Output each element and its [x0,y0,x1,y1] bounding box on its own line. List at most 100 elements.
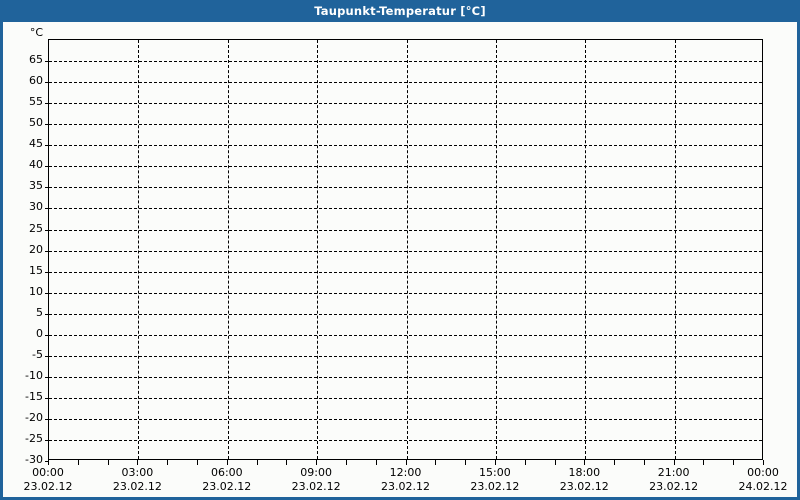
x-axis-tick-time: 18:00 [568,466,601,479]
plot-surface: °C 65 60 55 50 45 40 35 30 25 20 15 10 5 0 -5 -10 -15 -20… [3,22,797,497]
grid-line-horizontal [49,166,762,168]
y-axis-tick-label: 45 [29,137,43,151]
x-axis-tick-mark [584,460,586,465]
x-axis-tick-time: 09:00 [300,466,332,479]
x-axis-tick-mark [465,460,467,465]
y-axis-tick-label: 65 [29,53,43,67]
x-axis-tick-label: 00:00 23.02.12 [24,466,73,494]
y-axis-tick-label: 30 [29,200,43,214]
x-axis-tick-label: 00:00 24.02.12 [739,466,788,494]
y-axis-tick-mark [45,418,49,420]
y-axis-tick-label: 40 [29,158,43,172]
y-axis-tick-label: 15 [29,263,43,277]
grid-line-horizontal [49,229,762,231]
x-axis-tick-mark [77,460,79,465]
y-axis-tick-label: 5 [36,305,43,319]
y-axis-tick-mark [45,124,49,126]
x-axis-tick-mark [643,460,645,465]
grid-line-vertical [585,40,587,459]
x-axis-tick-date: 23.02.12 [23,480,73,493]
x-axis-tick-mark [554,460,556,465]
y-axis-tick-mark [45,82,49,84]
x-axis-tick-label: 06:00 23.02.12 [202,466,251,494]
window-title-bar: Taupunkt-Temperatur [°C] [3,0,797,22]
x-axis-tick-mark [703,460,705,465]
x-axis-tick-label: 03:00 23.02.12 [113,466,162,494]
x-axis-tick-mark [226,460,228,465]
grid-line-horizontal [49,208,762,210]
x-axis-tick-mark [763,460,764,465]
plot-area [45,39,763,462]
y-axis-tick-mark [45,292,49,294]
x-axis-tick-label: 12:00 23.02.12 [381,466,430,494]
x-axis-tick-time: 12:00 [389,466,422,479]
grid-line-horizontal [49,145,762,147]
y-axis-tick-label: -5 [32,347,43,361]
grid-line-horizontal [49,124,762,126]
grid-line-horizontal [49,292,762,294]
x-axis-tick-date: 23.02.12 [470,480,520,493]
x-axis-tick-time: 06:00 [210,466,243,479]
y-axis: °C 65 60 55 50 45 40 35 30 25 20 15 10 5 0 -5 -10 -15 -20… [3,27,43,465]
y-axis-tick-mark [45,376,49,378]
x-axis-tick-mark [167,460,169,465]
page-title: Taupunkt-Temperatur [°C] [314,4,486,18]
x-axis-tick-mark [733,460,735,465]
y-axis-tick-label: -15 [25,389,43,403]
x-axis-tick-mark [137,460,139,465]
y-axis-tick-label: -10 [25,368,43,382]
x-axis-tick-date: 23.02.12 [559,480,609,493]
x-axis-tick-mark [286,460,288,465]
x-axis-tick-date: 23.02.12 [381,480,430,493]
y-axis-tick-mark [45,61,49,63]
grid-line-vertical [674,40,676,459]
x-axis-tick-mark [316,460,318,465]
x-axis-tick-time: 15:00 [479,466,511,479]
y-axis-tick-label: 25 [29,221,43,235]
grid-line-horizontal [49,313,762,315]
grid-line-horizontal [49,439,762,441]
grid-line-horizontal [49,271,762,273]
x-axis-tick-time: 03:00 [121,466,154,479]
y-axis-tick-mark [45,334,49,336]
grid-line-horizontal [49,61,762,63]
x-axis-tick-time: 00:00 [32,466,64,479]
grid-line-vertical [227,40,229,459]
y-axis-tick-mark [45,439,49,441]
y-axis-tick-mark [45,166,49,168]
grid-line-horizontal [49,376,762,378]
y-axis-tick-label: -25 [25,431,43,445]
y-axis-tick-label: 10 [29,284,43,298]
x-axis-tick-mark [435,460,437,465]
y-axis-tick-label: -20 [25,410,43,424]
y-axis-tick-mark [45,187,49,189]
grid-line-vertical [138,40,140,459]
x-axis-tick-mark [375,460,377,465]
x-axis-tick-label: 09:00 23.02.12 [292,466,341,494]
x-axis-minor-ticks [48,460,764,466]
y-axis-tick-label: -30 [25,453,43,466]
grid-line-horizontal [49,334,762,336]
x-axis: 00:00 23.02.12 03:00 23.02.12 06:00 23.02.12 0… [3,466,797,497]
grid-line-vertical [317,40,319,459]
y-axis-tick-mark [45,397,49,399]
x-axis-tick-time: 00:00 [747,466,779,479]
x-axis-tick-label: 15:00 23.02.12 [470,466,519,494]
y-axis-tick-mark [45,229,49,231]
x-axis-tick-date: 23.02.12 [112,480,162,493]
grid-line-horizontal [49,187,762,189]
y-axis-tick-label: 0 [36,326,43,340]
x-axis-tick-time: 21:00 [657,466,690,479]
y-axis-tick-mark [45,103,49,105]
x-axis-tick-date: 23.02.12 [291,480,341,493]
grid-line-horizontal [49,82,762,84]
y-axis-tick-mark [45,355,49,357]
y-axis-tick-label: 35 [29,179,43,193]
grid-line-horizontal [49,103,762,105]
x-axis-tick-date: 23.02.12 [202,480,252,493]
x-axis-tick-mark [673,460,675,465]
y-axis-tick-mark [45,313,49,315]
y-axis-tick-mark [45,208,49,210]
x-axis-tick-mark [494,460,496,465]
